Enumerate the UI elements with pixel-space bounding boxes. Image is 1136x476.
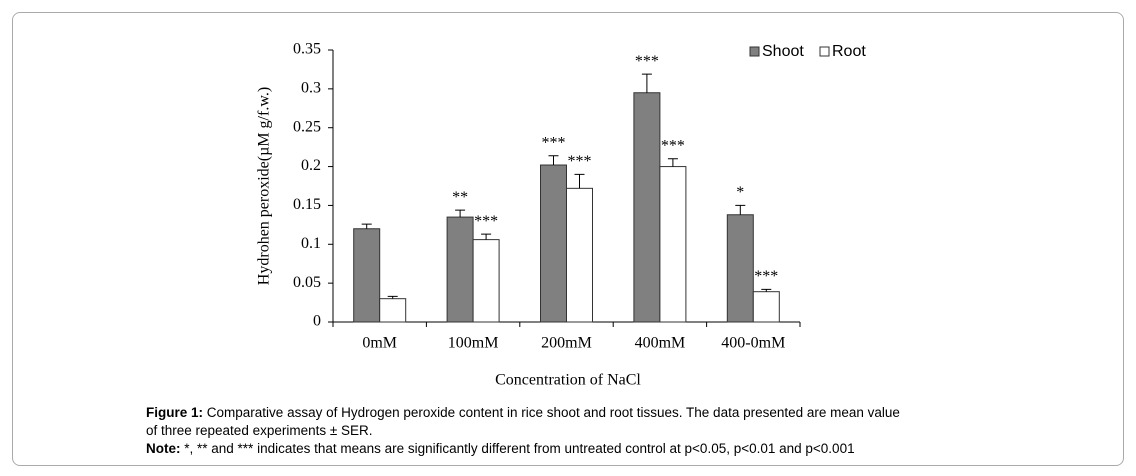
significance-label: *** xyxy=(542,134,566,151)
bar xyxy=(566,187,593,323)
bar xyxy=(752,291,780,323)
caption: of three repeated experiments ± SER. xyxy=(146,422,373,440)
y-tick-label: 0.35 xyxy=(293,41,321,58)
bar xyxy=(379,298,407,323)
chart: Hydrohen peroxide(µM g/f.w.) Concentrati… xyxy=(256,41,867,389)
y-tick-label: 0.15 xyxy=(293,196,321,213)
legend-swatch xyxy=(819,46,830,57)
error-bar xyxy=(481,233,492,240)
figure-frame xyxy=(12,12,1124,466)
bar xyxy=(726,214,754,323)
x-tick-label: 400-0mM xyxy=(721,335,785,352)
legend-label: Root xyxy=(832,43,866,60)
y-tick-label: 0 xyxy=(313,313,321,330)
legend-label: Shoot xyxy=(762,43,804,60)
caption-line: Comparative assay of Hydrogen peroxide c… xyxy=(206,405,900,420)
note-label: Note: xyxy=(146,441,181,456)
error-bar xyxy=(761,288,772,292)
significance-label: *** xyxy=(754,268,778,285)
bar xyxy=(540,164,567,323)
x-axis-label: Concentration of NaCl xyxy=(495,372,641,389)
note: Note: *, ** and *** indicates that means… xyxy=(146,440,855,458)
y-tick-label: 0.2 xyxy=(301,157,321,174)
significance-label: *** xyxy=(635,53,659,70)
caption-line: of three repeated experiments ± SER. xyxy=(146,423,373,438)
bar xyxy=(353,228,381,323)
error-bar xyxy=(574,173,585,189)
y-tick-label: 0.25 xyxy=(293,118,321,135)
y-tick-label: 0.3 xyxy=(301,80,321,97)
significance-label: *** xyxy=(474,213,498,230)
bar xyxy=(659,166,687,323)
x-tick-label: 100mM xyxy=(448,335,499,352)
bar xyxy=(446,216,474,323)
legend-swatch xyxy=(749,46,760,57)
error-bar xyxy=(455,209,466,218)
x-tick-label: 0mM xyxy=(362,335,397,352)
y-axis-label: Hydrohen peroxide(µM g/f.w.) xyxy=(256,87,273,285)
error-bar xyxy=(667,158,678,167)
y-tick-label: 0.1 xyxy=(301,235,321,252)
x-tick-label: 400mM xyxy=(635,335,686,352)
caption-label: Figure 1: xyxy=(146,405,204,420)
bar xyxy=(472,239,500,323)
bar xyxy=(633,92,661,323)
error-bar xyxy=(641,73,652,93)
error-bar xyxy=(387,295,398,299)
x-tick-label: 200mM xyxy=(541,335,592,352)
significance-label: ** xyxy=(452,189,468,206)
error-bar xyxy=(548,155,559,166)
note-text: *, ** and *** indicates that means are s… xyxy=(184,441,855,456)
error-bar xyxy=(735,204,746,215)
error-bar xyxy=(361,223,372,229)
significance-label: *** xyxy=(568,153,592,170)
significance-label: * xyxy=(736,184,744,201)
caption: Figure 1: Comparative assay of Hydrogen … xyxy=(146,404,900,422)
significance-label: *** xyxy=(661,137,685,154)
y-tick-label: 0.05 xyxy=(293,274,321,291)
